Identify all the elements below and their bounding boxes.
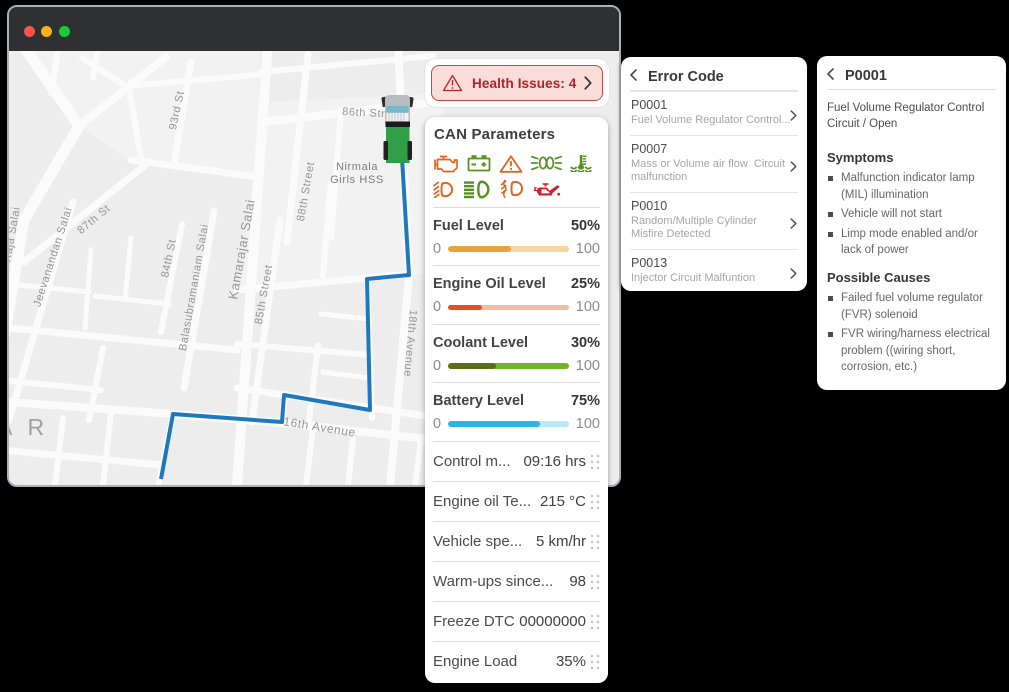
svg-text:86th Stre: 86th Stre bbox=[342, 106, 393, 121]
svg-text:18th Avenue: 18th Avenue bbox=[401, 309, 419, 377]
svg-text:A R: A R bbox=[9, 414, 49, 440]
svg-text:Girls HSS: Girls HSS bbox=[330, 174, 384, 186]
svg-text:Nirmala: Nirmala bbox=[336, 161, 378, 173]
